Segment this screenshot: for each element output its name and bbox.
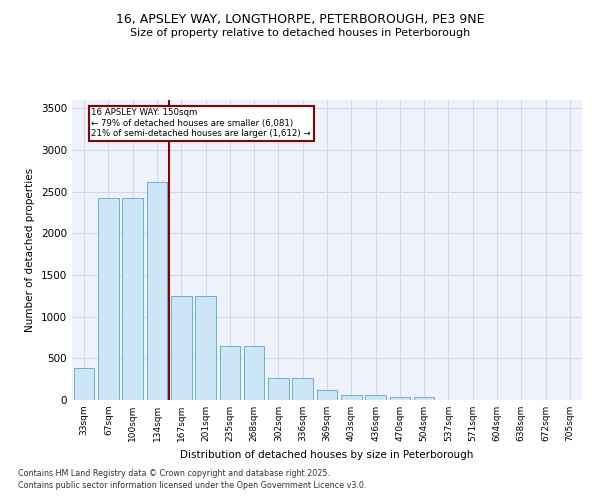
Y-axis label: Number of detached properties: Number of detached properties (25, 168, 35, 332)
Text: 16, APSLEY WAY, LONGTHORPE, PETERBOROUGH, PE3 9NE: 16, APSLEY WAY, LONGTHORPE, PETERBOROUGH… (116, 12, 484, 26)
X-axis label: Distribution of detached houses by size in Peterborough: Distribution of detached houses by size … (181, 450, 473, 460)
Bar (146, 182, 167, 400)
Bar (171, 296, 191, 400)
Bar (365, 394, 386, 400)
Bar (74, 368, 94, 400)
Bar (98, 198, 119, 400)
Bar (317, 390, 337, 400)
Bar (389, 396, 410, 400)
Bar (244, 346, 265, 400)
Bar (341, 394, 362, 400)
Bar (292, 378, 313, 400)
Bar (220, 346, 240, 400)
Bar (195, 296, 216, 400)
Bar (122, 198, 143, 400)
Bar (414, 396, 434, 400)
Text: Size of property relative to detached houses in Peterborough: Size of property relative to detached ho… (130, 28, 470, 38)
Bar (268, 378, 289, 400)
Text: Contains HM Land Registry data © Crown copyright and database right 2025.: Contains HM Land Registry data © Crown c… (18, 468, 330, 477)
Text: 16 APSLEY WAY: 150sqm
← 79% of detached houses are smaller (6,081)
21% of semi-d: 16 APSLEY WAY: 150sqm ← 79% of detached … (91, 108, 311, 138)
Text: Contains public sector information licensed under the Open Government Licence v3: Contains public sector information licen… (18, 481, 367, 490)
